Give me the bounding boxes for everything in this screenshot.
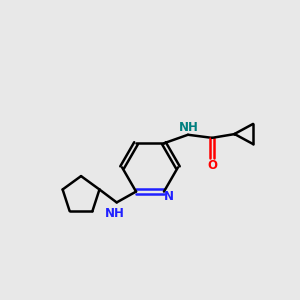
Text: N: N [164, 190, 174, 203]
Text: NH: NH [105, 207, 125, 220]
Text: NH: NH [179, 121, 199, 134]
Text: O: O [207, 159, 217, 172]
